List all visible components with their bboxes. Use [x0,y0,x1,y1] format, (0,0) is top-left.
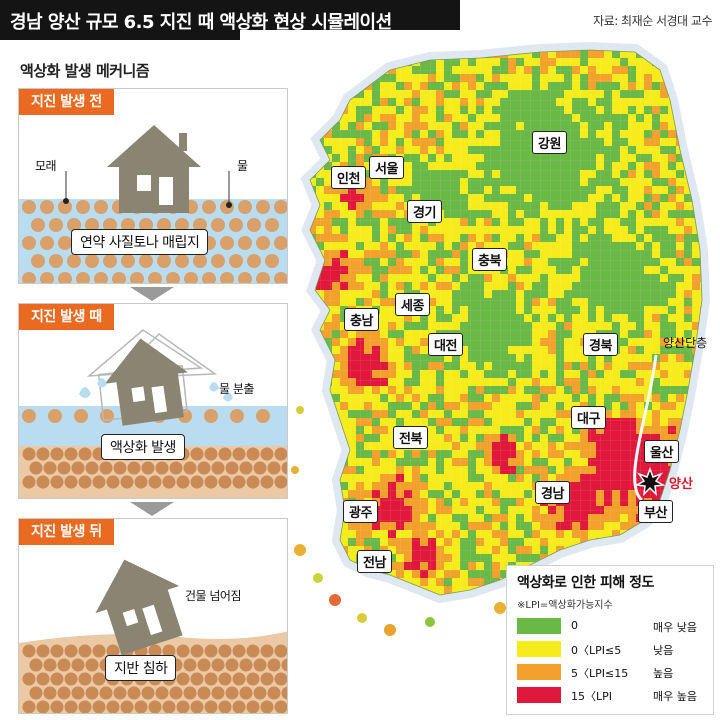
legend-row-very-low: 0 매우 낮음 [517,616,707,636]
region-label-gangwon: 강원 [532,131,567,154]
legend-range: 15〈LPI [571,690,613,703]
legend-range: 0〈LPI≤5 [571,644,622,657]
yangsan-fault-line [633,354,658,502]
source-credit: 자료: 최재순 서경대 교수 [593,14,712,28]
epicenter-label: 양산 [669,477,693,492]
region-label-ulsan: 울산 [644,440,679,463]
panel-after: 지진 발생 뒤 건물 넘어짐 지반 침하 [18,518,288,714]
panel-during-tag: 지진 발생 때 [19,304,114,330]
fallen-house-icon [95,559,183,656]
building-collapse-label: 건물 넘어짐 [185,589,242,603]
legend-swatch [517,641,561,657]
region-label-busan: 부산 [638,500,673,523]
region-label-gyeongnam: 경남 [535,481,570,504]
legend-level: 낮음 [653,644,674,657]
region-label-jeonbuk: 전북 [393,426,428,449]
region-label-sejong: 세종 [395,293,430,316]
legend-row-low: 0〈LPI≤5 낮음 [517,639,707,659]
page-title: 경남 양산 규모 6.5 지진 때 액상화 현상 시뮬레이션 [10,12,392,33]
region-label-gwangju: 광주 [343,500,378,523]
korea-liquefaction-map [240,30,720,720]
arrow-down-icon [130,502,174,516]
legend-row-high: 5〈LPI≤15 높음 [517,662,707,682]
legend-swatch [517,687,561,703]
region-label-seoul: 서울 [369,156,404,179]
islands [291,406,506,636]
region-label-gyeonggi: 경기 [407,200,442,223]
legend-title: 액상화로 인한 피해 정도 [517,575,654,591]
legend-range: 0 [571,619,578,632]
tilting-house-icon [104,338,188,426]
region-label-jeonnam: 전남 [357,550,392,573]
mechanism-title: 액상화 발생 메커니즘 [20,62,150,80]
sand-label: 모래 [35,159,57,173]
legend-level: 높음 [653,667,674,680]
legend-level: 매우 낮음 [653,621,697,634]
water-splash-icon [79,378,233,402]
liquefaction-label: 액상화 발생 [101,434,185,460]
region-label-incheon: 인천 [331,166,366,189]
water-label: 물 [237,159,248,173]
after-scene [19,559,287,713]
arrow-down-icon [130,287,174,301]
panel-after-tag: 지진 발생 뒤 [19,519,114,545]
fault-label: 양산단층 [663,336,708,350]
panel-before-tag: 지진 발생 전 [19,89,114,115]
region-label-daegu: 대구 [571,406,606,429]
house-icon [107,125,201,213]
title-bar: 경남 양산 규모 6.5 지진 때 액상화 현상 시뮬레이션 [0,0,460,40]
region-label-chungnam: 충남 [344,308,379,331]
legend: 액상화로 인한 피해 정도 ※LPI=액상화가능지수 0 매우 낮음 0〈LPI… [506,565,714,715]
legend-swatch [517,664,561,680]
legend-note: ※LPI=액상화가능지수 [517,600,613,611]
region-label-chungbuk: 충북 [472,248,507,271]
panel-before: 지진 발생 전 모래 물 연약 사질토나 매립지 [18,88,288,284]
soft-ground-label: 연약 사질토나 매립지 [71,229,209,255]
legend-row-very-high: 15〈LPI 매우 높음 [517,685,707,705]
region-label-daejeon: 대전 [428,333,463,356]
panel-during: 지진 발생 때 물 분출 액상화 발생 [18,303,288,499]
region-label-gyeongbuk: 경북 [583,333,618,356]
during-scene [19,329,287,498]
water-eruption-label: 물 분출 [219,382,254,396]
legend-range: 5〈LPI≤15 [571,667,629,680]
epicenter-star-icon [634,466,666,497]
legend-swatch [517,618,561,634]
ground-subsidence-label: 지반 침하 [105,655,177,681]
legend-level: 매우 높음 [653,690,697,703]
